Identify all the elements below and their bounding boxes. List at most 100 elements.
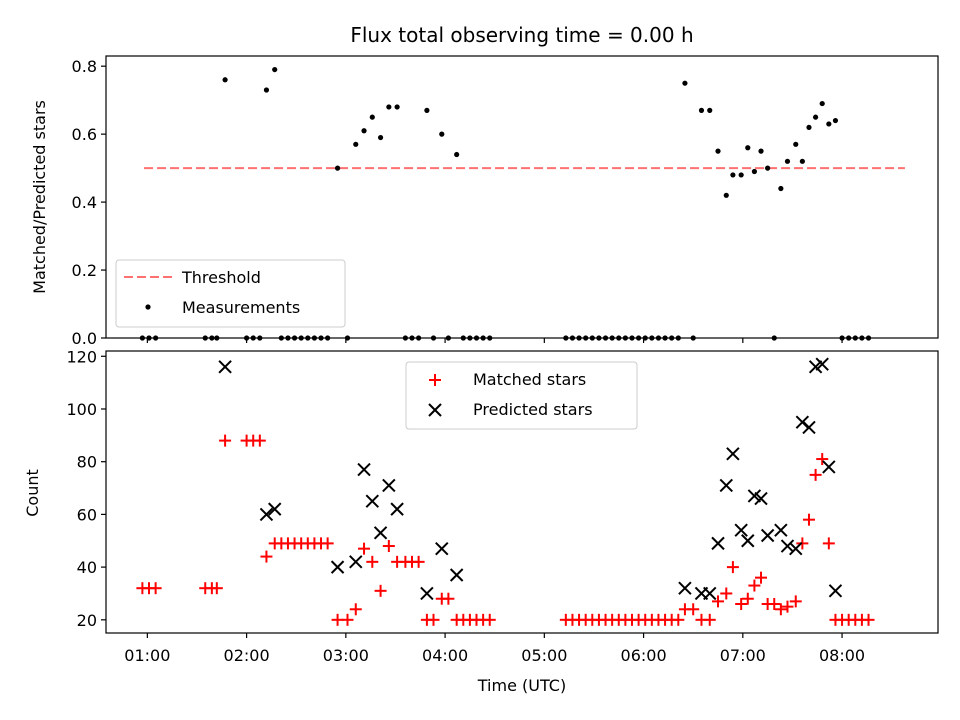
measurement-point [361,128,367,134]
matched-star-point [726,561,739,574]
predicted-star-point [719,478,733,493]
predicted-star-point [774,523,788,537]
matched-star-point [816,453,829,466]
top-y-axis: 0.0 0.2 0.4 0.6 0.8 [72,57,106,348]
measurement-point [738,172,744,178]
predicted-star-point [330,560,345,574]
matched-star-point [755,571,768,584]
measurement-point [707,107,713,113]
predicted-star-point [390,502,404,516]
matched-star-point [712,595,725,608]
bottom-y-tick-label: 60 [77,505,97,524]
predicted-star-point [741,534,755,548]
measurement-point [826,121,832,127]
bottom-y-axis: 20 40 60 80 100 120 [66,347,106,630]
predicted-star-point [802,420,816,435]
matched-star-point [703,613,716,626]
measurement-point [386,104,392,110]
measurement-point [454,151,460,158]
measurement-point [751,168,757,175]
matched-star-point [809,468,822,481]
top-legend-box [115,259,346,328]
bottom-y-tick-label: 100 [66,400,97,419]
measurement-point [394,104,400,110]
legend-matched-marker [429,374,441,386]
top-y-tick-label: 0.8 [72,57,97,76]
predicted-star-point [268,502,282,516]
bottom-legend-box [405,361,638,430]
legend-threshold-label: Threshold [181,268,261,287]
measurement-point [682,80,688,86]
predicted-star-point [349,555,363,569]
measurement-point [778,185,784,192]
top-y-tick-label: 0.0 [72,329,97,348]
matched-star-point [149,582,162,595]
matched-star-point [349,603,362,616]
bottom-y-tick-label: 120 [66,347,97,366]
measurement-point [730,172,736,178]
top-data-marks [139,66,905,341]
measurement-point [812,114,819,120]
matched-star-point [748,579,761,592]
measurement-point [222,77,228,83]
matched-star-point [358,542,371,555]
predicted-star-point [382,478,396,493]
measurement-point [272,66,278,73]
matched-star-point [781,600,794,613]
bottom-y-tick-label: 80 [77,453,97,472]
predicted-star-point [726,447,740,461]
matched-star-point [741,592,754,605]
matched-star-point [672,613,685,626]
matched-star-point [412,555,425,568]
top-legend: Threshold Measurements [115,259,346,328]
matched-star-point [321,537,334,550]
bottom-x-tick-label: 05:00 [521,646,567,665]
measurement-point [377,134,384,141]
legend-measurements-marker [145,304,151,310]
matched-star-point [210,582,223,595]
matched-star-point [768,598,781,611]
measurement-point [424,107,430,113]
matched-star-point [341,613,354,626]
bottom-x-tick-label: 06:00 [621,646,667,665]
measurement-point [799,158,805,164]
predicted-star-point [420,586,434,601]
top-plot-area: 0.00.20.40.60.8 Matched/Predicted stars … [30,55,939,348]
matched-star-point [260,550,273,563]
predicted-star-point [259,507,274,522]
measurement-point [793,141,799,147]
predicted-star-point [760,528,775,543]
matched-star-point [366,555,379,568]
predicted-star-point [828,584,843,598]
measurement-point [334,165,341,171]
measurement-point [353,141,359,147]
predicted-star-point [815,357,829,371]
top-y-tick-label: 0.2 [72,261,97,280]
measurement-point [439,131,445,137]
measurement-point [819,100,825,107]
measurement-point [745,145,751,151]
predicted-star-point [357,462,371,477]
matched-star-point [802,513,815,526]
matched-star-point [862,613,875,626]
measurement-point [263,87,270,93]
legend-matched-label: Matched stars [473,370,586,389]
predicted-star-point [789,541,803,556]
matched-star-point [720,587,733,600]
top-axes-frame [105,55,939,339]
bottom-plot-area: 20 40 60 80 100 120 01:00 02:00 03:00 04:00 05:00… [23,347,939,695]
predicted-star-point [218,360,232,374]
predicted-star-point [365,494,380,508]
matched-star-point [253,434,266,447]
top-x-ticks [146,338,843,343]
matched-star-point [483,613,496,626]
predicted-star-point [780,539,795,553]
matched-star-point [382,540,395,553]
matched-star-point [822,537,835,550]
bottom-x-tick-label: 01:00 [124,646,170,665]
top-y-axis-title: Matched/Predicted stars [30,100,49,294]
matched-star-point [774,603,787,616]
predicted-star-point [373,526,388,540]
